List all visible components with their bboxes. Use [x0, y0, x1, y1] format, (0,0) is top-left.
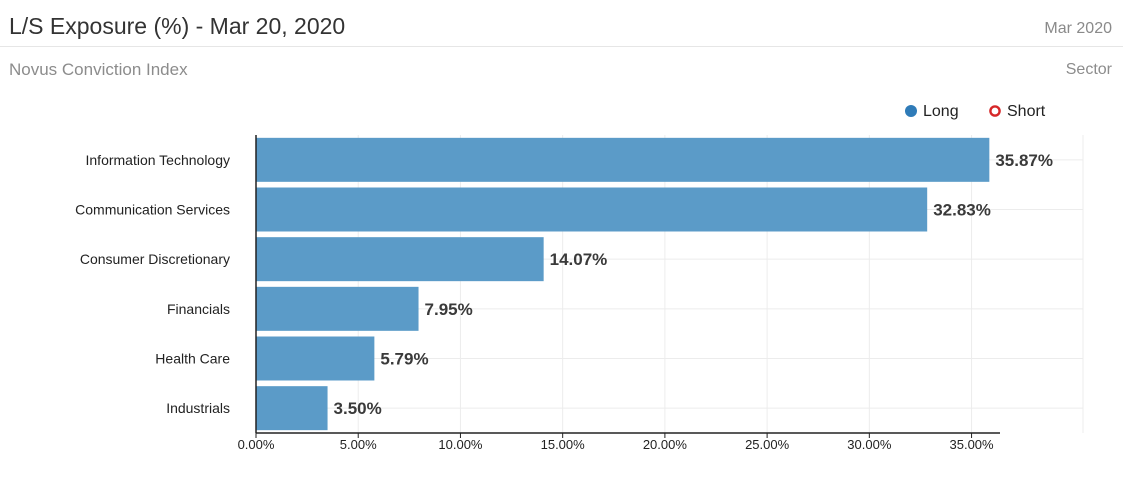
index-name: Novus Conviction Index	[9, 60, 188, 79]
x-tick-label: 30.00%	[847, 437, 892, 452]
bar-consumer-discretionary	[256, 237, 544, 282]
x-tick-label: 5.00%	[340, 437, 377, 452]
x-tick-label: 25.00%	[745, 437, 790, 452]
dimension-label: Sector	[1065, 61, 1112, 78]
x-tick-label: 35.00%	[950, 437, 995, 452]
category-label: Consumer Discretionary	[80, 251, 230, 267]
data-label: 32.83%	[933, 201, 991, 220]
legend-long-marker	[905, 105, 917, 117]
bar-communication-services	[256, 187, 928, 232]
x-tick-label: 10.00%	[438, 437, 483, 452]
category-label: Health Care	[155, 351, 230, 367]
legend-long-label: Long	[923, 103, 959, 120]
date-label: Mar 2020	[1044, 20, 1112, 37]
x-tick-label: 0.00%	[238, 437, 275, 452]
x-tick-label: 15.00%	[541, 437, 586, 452]
data-label: 3.50%	[334, 399, 382, 418]
bar-information-technology	[256, 137, 990, 182]
x-tick-label: 20.00%	[643, 437, 688, 452]
chart-title: L/S Exposure (%) - Mar 20, 2020	[9, 13, 346, 39]
bar-industrials	[256, 386, 328, 431]
data-label: 7.95%	[425, 300, 473, 319]
legend-short-marker	[989, 105, 1001, 117]
data-label: 14.07%	[550, 250, 608, 269]
category-label: Financials	[167, 301, 230, 317]
bar-financials	[256, 286, 419, 331]
category-label: Communication Services	[75, 202, 230, 218]
legend-short-label: Short	[1007, 103, 1046, 120]
data-label: 5.79%	[380, 350, 428, 369]
chart-header: L/S Exposure (%) - Mar 20, 2020 Mar 2020	[0, 0, 1123, 47]
category-label: Industrials	[166, 400, 230, 416]
category-label: Information Technology	[86, 152, 231, 168]
bar-health-care	[256, 336, 375, 381]
data-label: 35.87%	[995, 151, 1053, 170]
